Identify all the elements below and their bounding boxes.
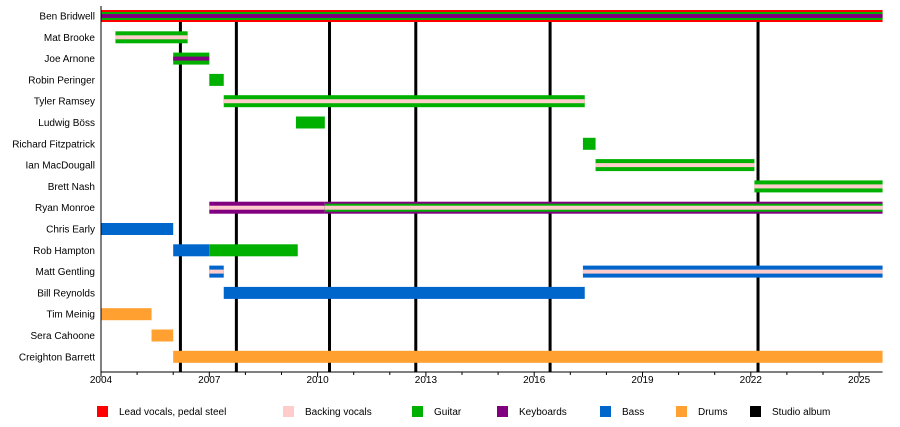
member-label: Ben Bridwell	[39, 12, 95, 23]
member-label: Chris Early	[46, 225, 95, 236]
bar-guitar	[295, 116, 325, 129]
x-tick-label: 2004	[90, 375, 113, 386]
bar-keyboards	[173, 56, 210, 61]
legend-label-vocals: Lead vocals, pedal steel	[119, 407, 226, 418]
member-label: Ludwig Böss	[38, 118, 95, 129]
bar-backing	[754, 184, 883, 189]
bar-guitar	[209, 73, 224, 86]
legend-swatch-album	[750, 406, 761, 417]
member-label: Mat Brooke	[44, 33, 96, 44]
member-label: Bill Reynolds	[37, 288, 95, 299]
legend-swatch-vocals	[97, 406, 108, 417]
member-label: Tyler Ramsey	[34, 97, 95, 108]
bar-backing	[115, 35, 188, 40]
bar-backing	[595, 163, 755, 168]
bar-drums	[101, 308, 152, 321]
bar-backing	[209, 269, 224, 274]
bar-bass	[223, 286, 585, 299]
member-label: Robin Peringer	[28, 75, 95, 86]
bar-backing	[223, 99, 585, 104]
member-label: Rob Hampton	[33, 246, 95, 257]
x-tick-label: 2016	[523, 375, 546, 386]
bar-guitar	[209, 244, 298, 257]
bar-keyboards	[101, 14, 883, 18]
bar-drums	[173, 350, 883, 363]
bar-backing	[209, 205, 325, 210]
x-tick-label: 2025	[848, 375, 871, 386]
legend-swatch-keyboards	[497, 406, 508, 417]
legend-label-bass: Bass	[622, 407, 644, 418]
bar-bass	[101, 223, 174, 235]
legend-swatch-bass	[600, 406, 611, 417]
legend-label-album: Studio album	[772, 407, 830, 418]
x-tick-label: 2019	[631, 375, 654, 386]
legend-label-keyboards: Keyboards	[519, 407, 567, 418]
x-tick-label: 2013	[415, 375, 438, 386]
bar-backing	[324, 205, 883, 210]
legend-label-drums: Drums	[698, 407, 727, 418]
x-tick-label: 2007	[198, 375, 221, 386]
legend-label-backing: Backing vocals	[305, 407, 372, 418]
bar-guitar	[582, 137, 596, 150]
member-label: Matt Gentling	[36, 267, 95, 278]
member-label: Creighton Barrett	[19, 352, 95, 363]
legend-swatch-drums	[676, 406, 687, 417]
legend-swatch-guitar	[412, 406, 423, 417]
bar-backing	[582, 269, 883, 274]
member-label: Tim Meinig	[46, 310, 95, 321]
bar-drums	[151, 329, 174, 342]
member-label: Ian MacDougall	[26, 161, 95, 172]
legend-swatch-backing	[283, 406, 294, 417]
legend-label-guitar: Guitar	[434, 407, 462, 418]
member-label: Ryan Monroe	[35, 203, 95, 214]
member-label: Sera Cahoone	[31, 331, 96, 342]
bar-bass	[173, 244, 210, 257]
x-tick-label: 2022	[740, 375, 763, 386]
member-label: Richard Fitzpatrick	[12, 139, 96, 150]
x-tick-label: 2010	[306, 375, 329, 386]
member-label: Joe Arnone	[44, 54, 95, 65]
member-label: Brett Nash	[48, 182, 95, 193]
